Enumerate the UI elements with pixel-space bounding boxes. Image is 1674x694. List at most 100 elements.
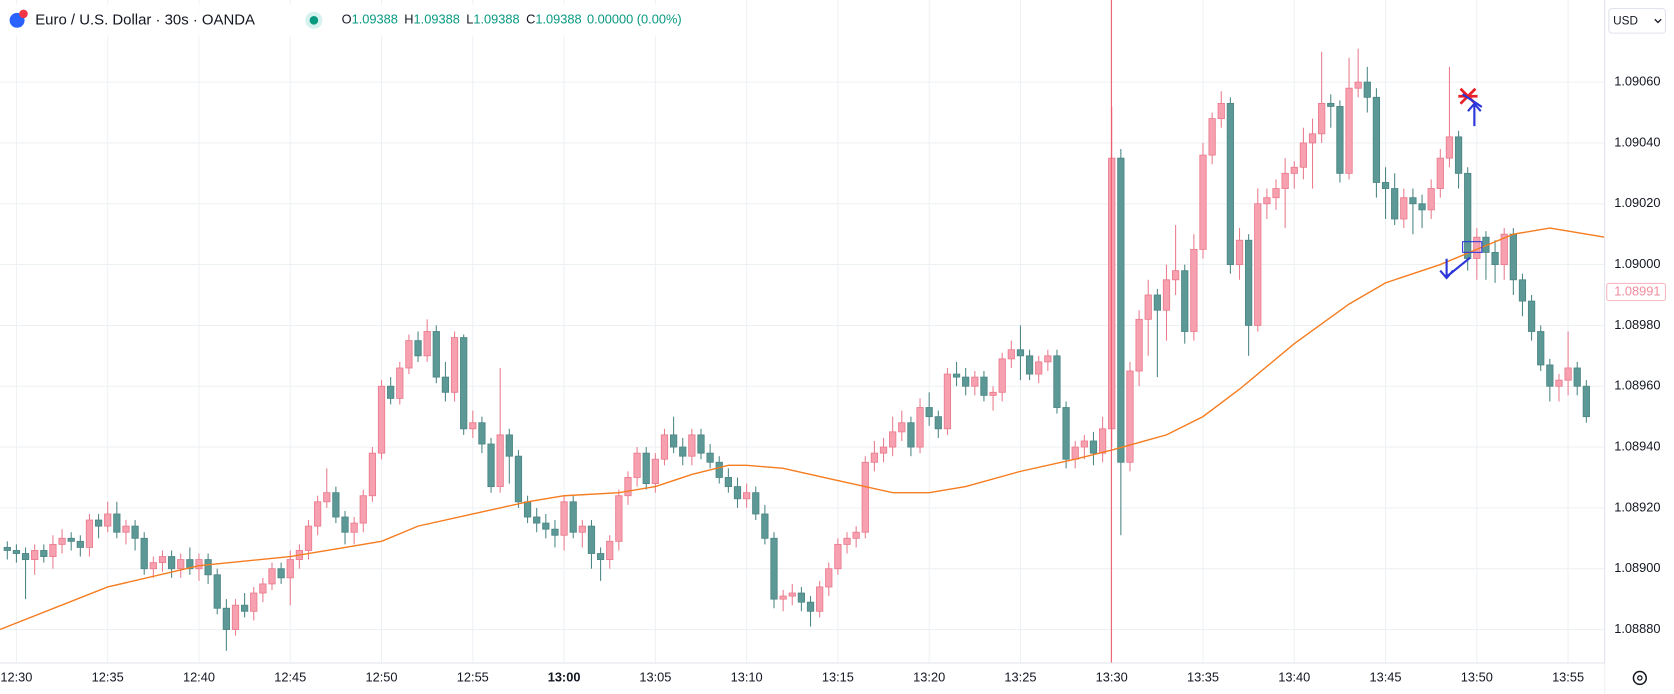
settings-gear[interactable] (1632, 670, 1647, 686)
x-tick-label: 13:45 (1370, 669, 1402, 684)
candle-body (1400, 197, 1408, 220)
candle-body (432, 331, 440, 378)
ohlc-key: C (526, 12, 535, 27)
candle-body (952, 373, 961, 378)
price-label-box (1606, 282, 1666, 302)
candle-body (1381, 182, 1390, 189)
candle-body (496, 434, 504, 488)
candle-body (642, 452, 650, 484)
candle-body (980, 376, 988, 396)
candle-body (460, 337, 468, 430)
ohlc-value: 1.09388 (414, 12, 460, 27)
candle-body (761, 513, 769, 539)
currency-button[interactable] (1608, 8, 1666, 34)
candle-body (396, 367, 404, 399)
candle-body (1025, 355, 1034, 375)
x-tick-label: 13:35 (1187, 669, 1219, 684)
ohlc-key: L (466, 12, 473, 27)
candle-body (94, 519, 103, 527)
x-tick-label: 13:50 (1461, 669, 1493, 684)
candle-body (1245, 239, 1253, 326)
candle-body (1582, 385, 1590, 418)
candle-body (1290, 166, 1298, 174)
ohlc-key: O (342, 12, 352, 27)
candle-body (1199, 154, 1207, 250)
y-tick-label: 1.08900 (1614, 560, 1660, 575)
candle-body (679, 446, 687, 457)
candle-body (204, 559, 212, 576)
candle-body (1527, 300, 1536, 332)
candle-body (816, 586, 824, 612)
candle-body (898, 422, 906, 433)
candle-body (1263, 197, 1271, 205)
settings-gear-core (1637, 675, 1643, 681)
x-tick-label: 12:35 (92, 669, 124, 684)
candle-body (1363, 81, 1371, 98)
candle-body (1454, 136, 1463, 174)
candle-body (58, 537, 66, 545)
candle-body (104, 513, 112, 527)
candle-body (1208, 118, 1216, 156)
candle-body (660, 434, 669, 460)
candle-body (1135, 318, 1143, 372)
candle-body (925, 407, 933, 418)
candle-body (222, 607, 230, 630)
market-status[interactable] (309, 16, 319, 25)
candle-body (587, 525, 596, 554)
candle-body (706, 452, 714, 463)
header-bg (0, 4, 737, 37)
candle-body (779, 595, 787, 600)
candle-body (277, 568, 285, 579)
candle-body (1372, 96, 1381, 183)
candle-body (1007, 349, 1015, 360)
x-tick-label: 13:30 (1096, 669, 1128, 684)
candle-body (1217, 102, 1225, 120)
candle-body (752, 492, 760, 515)
candle-body (770, 537, 778, 600)
candle-body (1345, 87, 1353, 174)
selection-box (1462, 241, 1483, 253)
candle-body (1336, 106, 1344, 174)
ohlc-value: 1.09388 (535, 12, 581, 27)
currency[interactable]: USD (1613, 14, 1638, 27)
x-tick-label: 12:45 (274, 669, 306, 684)
candle-body (834, 543, 842, 570)
candle-body (514, 455, 523, 503)
candle-body (332, 492, 340, 518)
change: 0.00000 (0.00%) (587, 12, 682, 27)
candle-body (889, 431, 897, 448)
candle-body (1327, 102, 1335, 107)
candle-body (49, 543, 57, 557)
candle-body (113, 513, 121, 533)
candle-body (3, 546, 11, 551)
candle-body (1391, 188, 1399, 220)
candle-body (907, 422, 915, 448)
symbol-title[interactable]: Euro / U.S. Dollar · 30s · OANDA (35, 11, 255, 28)
ohlc-legend: O1.09388 H1.09388 L1.09388 C1.09388 0.00000 … (342, 12, 682, 27)
candle-body (122, 525, 130, 533)
candle-body (1509, 233, 1517, 281)
candle-body (733, 486, 742, 500)
candle-body (1190, 248, 1198, 332)
candle-body (1181, 270, 1189, 332)
candle-body (1537, 331, 1545, 366)
candle-body (1573, 367, 1581, 387)
candle-body (1418, 203, 1426, 211)
candle-body (651, 458, 659, 484)
y-tick-label: 1.08920 (1614, 499, 1660, 514)
candle-body (715, 461, 723, 478)
candle-body (1299, 142, 1308, 168)
price-label: 1.08991 (1614, 283, 1660, 298)
candle-body (1555, 379, 1563, 387)
candle-body (67, 537, 75, 542)
candle-body (12, 550, 21, 554)
candle-body (1062, 407, 1070, 460)
candle-body (1080, 440, 1088, 448)
x-tick-label: 13:05 (639, 669, 671, 684)
candle-body (788, 592, 796, 597)
candle-body (1318, 102, 1326, 135)
candle-body (505, 434, 513, 457)
arrow-line (1462, 93, 1483, 108)
candle-body (633, 452, 641, 478)
